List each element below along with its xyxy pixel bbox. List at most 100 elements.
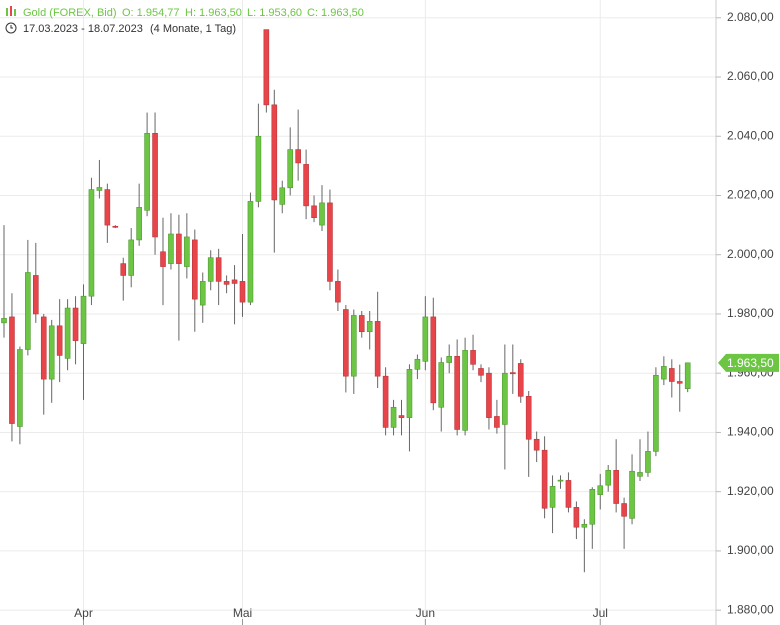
candle-body (621, 503, 627, 517)
candle-body (223, 281, 230, 285)
candle-body (231, 279, 238, 284)
candle-body (430, 316, 437, 404)
y-tick-label: 1.980,00 (727, 306, 774, 320)
candle-body (382, 375, 389, 428)
y-tick-label: 2.080,00 (727, 10, 774, 24)
candle-body (605, 470, 612, 486)
candle-body (343, 309, 349, 377)
candle-body (422, 316, 429, 362)
candle-body (414, 358, 421, 370)
x-tick-label: Apr (74, 606, 93, 620)
candle-body (398, 415, 405, 418)
candle-body (462, 350, 468, 431)
header-value: L: 1.953,60 (247, 7, 302, 19)
candle-body (637, 472, 643, 477)
candle-body (573, 507, 580, 528)
x-tick-label: Mai (233, 606, 252, 620)
candle-body (25, 272, 31, 350)
date-range: 17.03.2023 - 18.07.2023 (23, 23, 143, 35)
candle-body (64, 307, 71, 359)
candle-body (509, 372, 516, 375)
candle-body (279, 187, 286, 205)
candle-body (136, 207, 142, 241)
candle-body (597, 485, 604, 495)
y-tick-label: 1.920,00 (727, 484, 774, 498)
y-tick-label: 1.880,00 (727, 602, 774, 616)
candle-body (438, 362, 445, 408)
candle-body (565, 480, 572, 508)
candle-body (255, 135, 262, 202)
x-tick-label: Jun (416, 606, 435, 620)
candle-body (72, 307, 79, 341)
candle-body (192, 239, 198, 300)
candle-body (517, 363, 524, 397)
y-tick-label: 1.900,00 (727, 543, 774, 557)
candle-body (541, 449, 548, 509)
candle-body (358, 315, 365, 333)
candle-body (263, 29, 270, 106)
candle-body (335, 281, 341, 303)
candle-body (152, 132, 158, 238)
candle-body (247, 201, 254, 303)
clock-icon (10, 25, 13, 29)
candle-body (668, 368, 675, 382)
candle-body (525, 396, 532, 440)
candle-body (454, 356, 460, 430)
y-tick-label: 2.040,00 (727, 128, 774, 142)
candle-body (533, 438, 540, 451)
candle-body (176, 233, 182, 264)
candle-body (1, 318, 7, 324)
header-icon (6, 8, 8, 16)
candle-body (303, 164, 309, 207)
candle-body (215, 257, 222, 282)
candle-body (168, 233, 174, 264)
candle-body (128, 239, 134, 276)
candle-body (88, 189, 95, 297)
candle-body (613, 470, 619, 504)
candle-body (557, 479, 564, 482)
candle-body (486, 372, 492, 418)
candle-body (494, 416, 500, 428)
y-tick-label: 2.000,00 (727, 247, 774, 261)
candle-body (207, 257, 214, 282)
candle-body (390, 406, 397, 428)
candle-body (350, 315, 357, 377)
candle-body (645, 451, 651, 473)
candle-body (295, 149, 301, 164)
price-tag (718, 353, 779, 372)
candle-body (120, 263, 127, 276)
y-tick-label: 1.940,00 (727, 425, 774, 439)
period: (4 Monate, 1 Tag) (150, 23, 236, 35)
candle-body (502, 372, 508, 425)
candle-body (96, 187, 103, 191)
candle-body (589, 489, 596, 525)
header: Gold (FOREX, Bid) O: 1.954,77 H: 1.963,5… (5, 6, 364, 35)
instrument-name: Gold (FOREX, Bid) (23, 7, 117, 19)
header-value: H: 1.963,50 (185, 7, 242, 19)
candle-body (144, 132, 150, 211)
candle-body (271, 104, 278, 201)
candle-body (287, 149, 294, 189)
candle-body (581, 523, 588, 528)
candle-body (32, 275, 39, 315)
y-tick-label: 2.020,00 (727, 188, 774, 202)
candle-body (104, 189, 111, 226)
candle-body (80, 295, 87, 344)
candle-body (327, 202, 333, 282)
candle-body (374, 321, 381, 377)
gridlayer (0, 0, 716, 622)
candle-body (684, 362, 691, 389)
clock-icon (5, 22, 17, 34)
candle-body (112, 225, 119, 228)
candle-body (478, 368, 484, 376)
candle-body (366, 321, 373, 333)
y-tick-label: 2.060,00 (727, 69, 774, 83)
candle-body (446, 356, 453, 363)
candle-body (17, 349, 23, 427)
x-tick-label: Jul (593, 606, 608, 620)
candle-body (549, 486, 556, 508)
candle-body (470, 350, 476, 365)
candle-body (239, 281, 246, 303)
candle-body (9, 316, 15, 424)
candle-body (48, 325, 55, 380)
